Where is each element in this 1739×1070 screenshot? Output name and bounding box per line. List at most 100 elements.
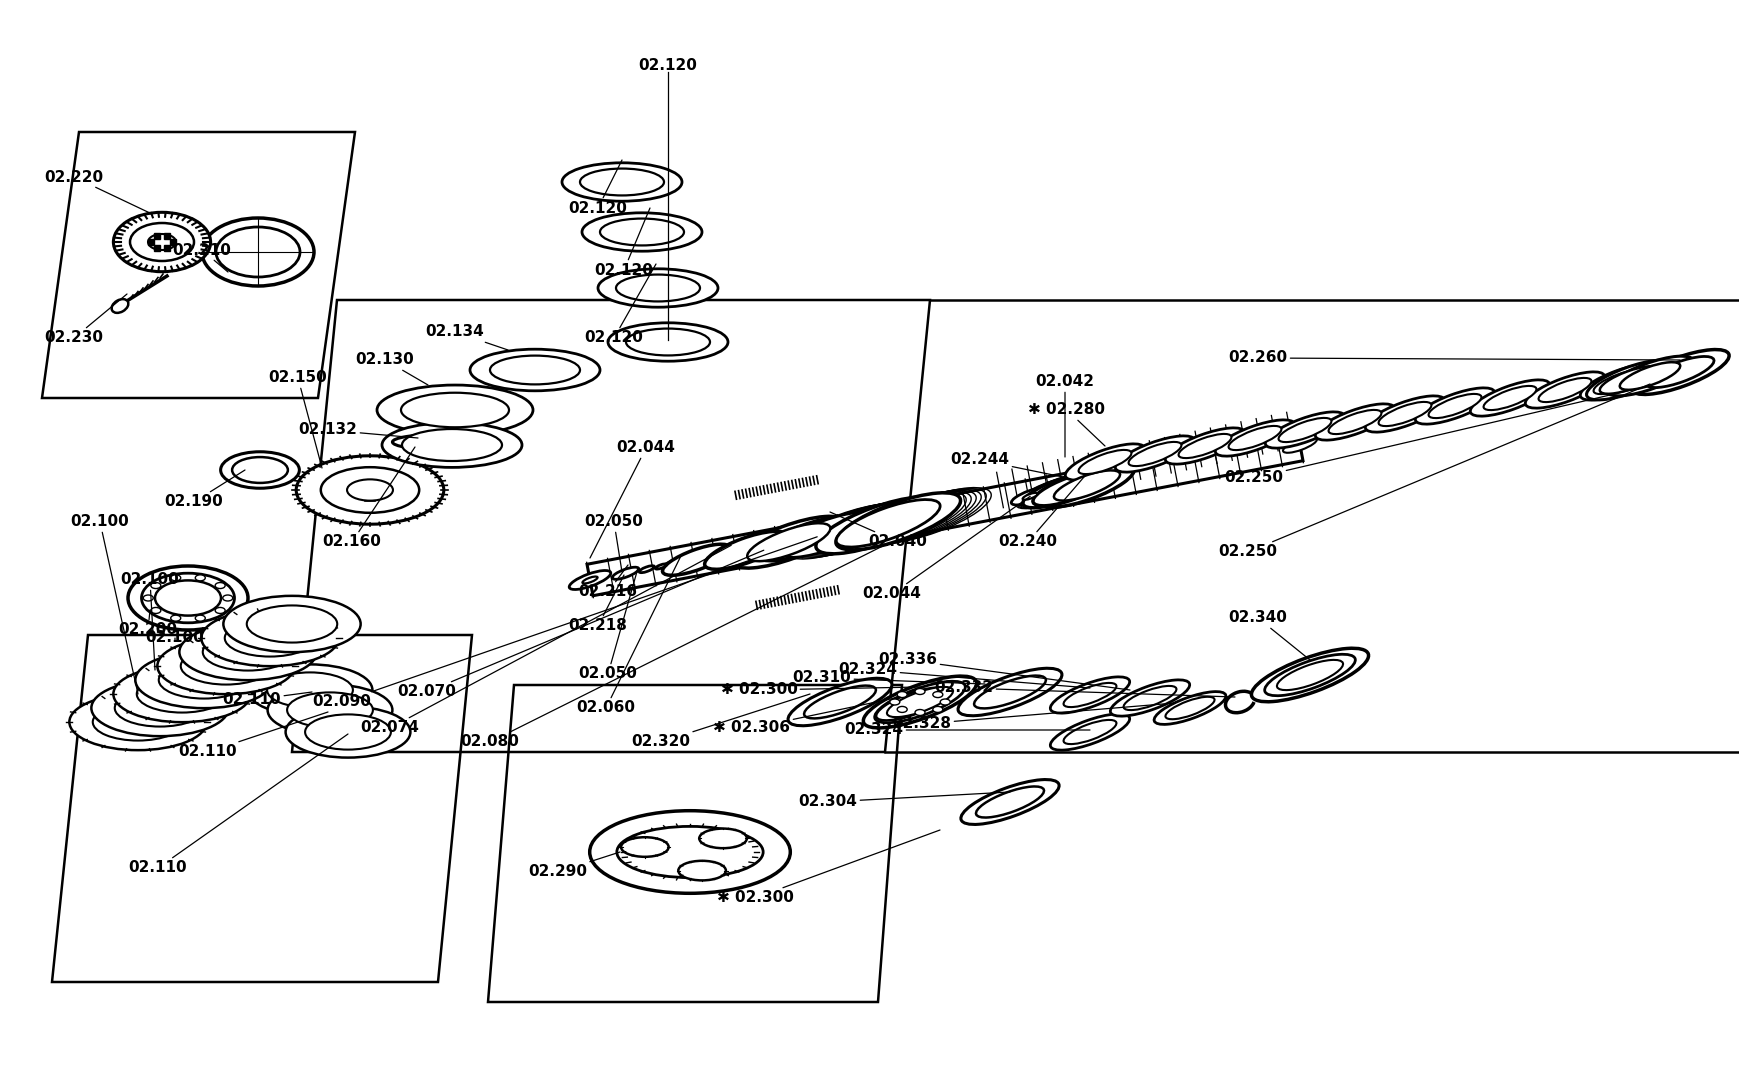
Text: 02.230: 02.230 xyxy=(45,294,127,346)
Ellipse shape xyxy=(1525,372,1603,408)
Ellipse shape xyxy=(268,685,393,735)
Ellipse shape xyxy=(1109,679,1189,716)
Ellipse shape xyxy=(1064,444,1144,480)
Ellipse shape xyxy=(158,661,249,699)
Ellipse shape xyxy=(876,688,948,720)
Text: 02.320: 02.320 xyxy=(631,694,810,749)
Ellipse shape xyxy=(1021,475,1092,507)
Ellipse shape xyxy=(1033,473,1104,505)
Ellipse shape xyxy=(1063,683,1116,707)
Ellipse shape xyxy=(663,545,730,576)
Text: 02.050: 02.050 xyxy=(579,568,638,682)
Text: 02.332: 02.332 xyxy=(934,681,1235,697)
Ellipse shape xyxy=(889,699,899,705)
Bar xyxy=(153,233,160,239)
Ellipse shape xyxy=(1023,473,1097,508)
Ellipse shape xyxy=(1579,364,1659,400)
Ellipse shape xyxy=(1165,697,1214,719)
Ellipse shape xyxy=(581,213,701,251)
Ellipse shape xyxy=(223,595,233,601)
Ellipse shape xyxy=(569,570,610,590)
Ellipse shape xyxy=(656,564,666,569)
Ellipse shape xyxy=(699,828,746,849)
Text: 02.324: 02.324 xyxy=(838,662,1089,688)
Bar xyxy=(163,233,170,239)
Ellipse shape xyxy=(268,672,353,707)
Ellipse shape xyxy=(1645,356,1713,387)
Ellipse shape xyxy=(383,423,522,468)
Ellipse shape xyxy=(939,699,949,705)
Ellipse shape xyxy=(129,566,249,630)
Ellipse shape xyxy=(216,227,299,277)
Text: 02.220: 02.220 xyxy=(45,169,151,214)
Ellipse shape xyxy=(836,500,939,547)
Ellipse shape xyxy=(863,676,976,728)
Ellipse shape xyxy=(224,620,315,657)
Text: 02.090: 02.090 xyxy=(313,537,817,709)
Text: 02.150: 02.150 xyxy=(268,370,327,468)
Text: 02.210: 02.210 xyxy=(172,243,231,272)
Text: 02.070: 02.070 xyxy=(396,550,763,700)
Polygon shape xyxy=(586,429,1303,596)
Ellipse shape xyxy=(579,169,664,196)
Ellipse shape xyxy=(1414,388,1494,424)
Ellipse shape xyxy=(393,434,487,449)
Ellipse shape xyxy=(1428,394,1480,418)
Text: ✱ 02.280: ✱ 02.280 xyxy=(1028,402,1104,446)
Ellipse shape xyxy=(1023,474,1094,507)
Ellipse shape xyxy=(803,686,875,718)
Ellipse shape xyxy=(170,615,181,622)
Text: 02.304: 02.304 xyxy=(798,792,1009,810)
Ellipse shape xyxy=(202,218,313,286)
Ellipse shape xyxy=(92,703,183,740)
Ellipse shape xyxy=(617,826,763,877)
Ellipse shape xyxy=(816,496,941,554)
Ellipse shape xyxy=(1054,471,1120,501)
Ellipse shape xyxy=(1038,472,1109,504)
Ellipse shape xyxy=(661,557,689,570)
Ellipse shape xyxy=(136,652,273,708)
Ellipse shape xyxy=(296,456,443,524)
Ellipse shape xyxy=(974,675,1045,708)
Ellipse shape xyxy=(1276,660,1343,690)
Ellipse shape xyxy=(1214,419,1294,456)
Ellipse shape xyxy=(562,163,682,201)
Ellipse shape xyxy=(1029,473,1101,506)
Ellipse shape xyxy=(756,517,856,562)
Ellipse shape xyxy=(897,706,906,713)
Ellipse shape xyxy=(115,689,205,727)
Ellipse shape xyxy=(704,532,788,569)
Ellipse shape xyxy=(203,633,294,671)
Text: 02.060: 02.060 xyxy=(576,554,682,716)
Ellipse shape xyxy=(1042,471,1113,504)
Ellipse shape xyxy=(960,780,1059,825)
Ellipse shape xyxy=(1537,378,1591,402)
Text: 02.216: 02.216 xyxy=(577,565,636,599)
Ellipse shape xyxy=(170,575,181,581)
Ellipse shape xyxy=(216,608,224,613)
Ellipse shape xyxy=(137,675,228,713)
Ellipse shape xyxy=(1035,472,1106,505)
Text: 02.110: 02.110 xyxy=(129,734,348,875)
Ellipse shape xyxy=(976,786,1043,817)
Ellipse shape xyxy=(607,323,727,362)
Ellipse shape xyxy=(1153,691,1226,724)
Ellipse shape xyxy=(247,664,372,716)
Ellipse shape xyxy=(1123,686,1176,710)
Ellipse shape xyxy=(346,479,393,501)
Ellipse shape xyxy=(157,638,294,694)
Ellipse shape xyxy=(572,572,607,587)
Text: 02.250: 02.250 xyxy=(1224,388,1640,486)
Ellipse shape xyxy=(231,457,287,483)
Text: 02.190: 02.190 xyxy=(165,470,245,509)
Ellipse shape xyxy=(221,452,299,488)
Text: 02.132: 02.132 xyxy=(299,423,417,438)
Ellipse shape xyxy=(1017,475,1089,508)
Ellipse shape xyxy=(600,218,683,245)
Ellipse shape xyxy=(1315,403,1395,440)
Ellipse shape xyxy=(148,234,176,250)
Ellipse shape xyxy=(621,837,668,857)
Ellipse shape xyxy=(113,666,250,722)
Ellipse shape xyxy=(612,567,638,579)
Text: 02.044: 02.044 xyxy=(863,496,1029,601)
